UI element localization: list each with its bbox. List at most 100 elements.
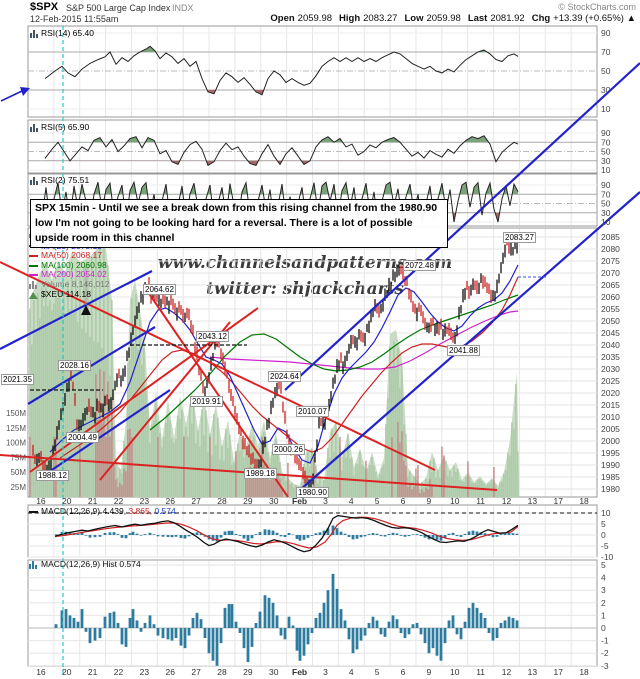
svg-text:2005: 2005 <box>601 424 620 434</box>
price-label: 1988.12 <box>36 470 69 481</box>
svg-text:90: 90 <box>601 28 611 38</box>
svg-text:75M: 75M <box>10 453 26 462</box>
price-legend-text-5: Volume 8,146,012 <box>41 279 110 289</box>
svg-text:4: 4 <box>349 667 354 677</box>
macd-signal-line <box>54 516 519 549</box>
price-label: 2064.62 <box>143 284 176 295</box>
svg-text:-1: -1 <box>601 636 609 646</box>
svg-text:21: 21 <box>88 496 98 506</box>
svg-text:2: 2 <box>601 598 606 608</box>
svg-text:0: 0 <box>601 623 606 633</box>
watermark: www.channelsandpatterns.com twitter: shj… <box>90 250 520 302</box>
macd-legend-v2: 3.865, <box>128 506 153 516</box>
rsi14-line <box>44 45 519 96</box>
svg-text:22: 22 <box>114 496 124 506</box>
macd-histogram-panel <box>54 573 519 666</box>
svg-text:18: 18 <box>579 496 589 506</box>
svg-text:30: 30 <box>601 208 611 218</box>
symbol-label: $SPX <box>30 1 59 13</box>
svg-text:50: 50 <box>601 66 611 76</box>
annotation-note: SPX 15min - Until we see a break down fr… <box>30 199 448 248</box>
blue-arrow-head-icon <box>20 87 30 96</box>
price-legend-text-3: MA(100) 2060.98 <box>41 259 107 270</box>
price-legend-text-2: MA(50) 2068.17 <box>41 250 102 261</box>
svg-text:27: 27 <box>191 667 201 677</box>
svg-text:100M: 100M <box>6 439 26 448</box>
watermark-line2: twitter: shjackcharts <box>206 279 404 299</box>
price-label: 2004.49 <box>66 432 99 443</box>
svg-text:10: 10 <box>450 496 460 506</box>
svg-text:3: 3 <box>323 496 328 506</box>
svg-text:21: 21 <box>88 667 98 677</box>
svg-text:2070: 2070 <box>601 268 620 278</box>
svg-text:10: 10 <box>601 165 611 175</box>
svg-text:70: 70 <box>601 47 611 57</box>
red-trendline <box>99 321 231 481</box>
price-label: 1989.18 <box>244 468 277 479</box>
svg-text:2080: 2080 <box>601 244 620 254</box>
svg-text:2015: 2015 <box>601 400 620 410</box>
blue-channel-line <box>39 389 171 479</box>
svg-text:5: 5 <box>601 560 606 570</box>
svg-text:5: 5 <box>375 496 380 506</box>
svg-text:2060: 2060 <box>601 292 620 302</box>
rsi5-legend: RSI(5) 65.90 <box>30 122 89 133</box>
svg-text:22: 22 <box>114 667 124 677</box>
price-legend-text-4: MA(200) 2054.02 <box>41 269 107 280</box>
price-label: 2024.64 <box>268 371 301 382</box>
rsi5-line <box>44 135 519 167</box>
quote-value-last: 2081.92 <box>490 13 525 24</box>
svg-text:18: 18 <box>579 667 589 677</box>
note-line2: going to be looking hard for a reversal.… <box>35 217 413 244</box>
svg-text:70: 70 <box>601 189 611 199</box>
macd-legend: MACD(12,26,9) 4.439, 3.865, 0.574 <box>29 506 176 517</box>
exchange-label: INDX <box>172 3 194 13</box>
quote-value-open: 2059.98 <box>297 13 333 24</box>
svg-text:13: 13 <box>528 667 538 677</box>
price-legend-text-6: $XEU 114.18 <box>41 288 91 299</box>
security-name: S&P 500 Large Cap Index <box>66 3 171 13</box>
svg-text:17: 17 <box>553 496 563 506</box>
svg-text:30: 30 <box>601 156 611 166</box>
svg-text:9: 9 <box>427 667 432 677</box>
svg-text:26: 26 <box>166 496 176 506</box>
axis-labels: 9070503010907050301090705030102085208020… <box>6 28 620 677</box>
svg-text:3: 3 <box>601 585 606 595</box>
svg-text:1985: 1985 <box>601 472 620 482</box>
price-label: 2041.88 <box>447 345 480 356</box>
svg-text:30: 30 <box>269 496 279 506</box>
svg-text:11: 11 <box>476 667 485 677</box>
svg-text:2075: 2075 <box>601 256 620 266</box>
svg-text:150M: 150M <box>6 409 26 418</box>
svg-text:2055: 2055 <box>601 304 620 314</box>
svg-text:2035: 2035 <box>601 352 620 362</box>
svg-text:12: 12 <box>502 496 512 506</box>
blue-arrow-shaft <box>0 90 23 102</box>
macd-line <box>54 514 519 553</box>
svg-text:30: 30 <box>269 667 279 677</box>
quote-value-high: 2083.27 <box>363 13 398 24</box>
macd-hist-legend-text: MACD(12,26,9) Hist 0.574 <box>41 559 141 569</box>
price-label: 1980.90 <box>296 487 329 498</box>
svg-text:20: 20 <box>62 667 72 677</box>
macd-legend-v1: 4.439, <box>102 506 127 516</box>
rsi2-legend: RSI(2) 75.51 <box>30 175 89 186</box>
svg-text:10: 10 <box>450 667 460 677</box>
svg-text:17: 17 <box>553 667 563 677</box>
blue-channel-line <box>27 326 156 405</box>
quote-label-low: Low <box>404 13 424 24</box>
svg-text:9: 9 <box>427 496 432 506</box>
svg-text:30: 30 <box>601 85 611 95</box>
svg-text:28: 28 <box>217 667 227 677</box>
price-legend-item-3: MA(100) 2060.98 <box>29 259 107 271</box>
svg-text:-5: -5 <box>601 541 609 551</box>
svg-text:2010: 2010 <box>601 412 620 422</box>
quote-label-high: High <box>339 13 361 24</box>
chart-datetime: 12-Feb-2015 11:55am <box>30 14 119 24</box>
rsi2-line <box>41 180 519 227</box>
blue-channel-line <box>0 270 153 350</box>
svg-text:3: 3 <box>323 667 328 677</box>
macd-legend-v3: 0.574 <box>154 506 176 516</box>
svg-text:70: 70 <box>601 137 611 147</box>
quote-value-chg: +13.39 (+0.65%) ▲ <box>553 13 636 24</box>
